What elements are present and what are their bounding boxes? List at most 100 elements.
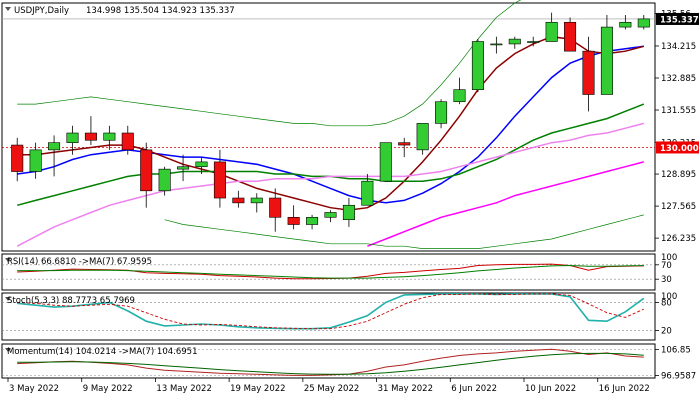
candle [453,77,466,105]
candle [398,137,411,158]
candle-body-up [619,21,632,28]
stoch-panel: Stoch(5,3,3) 88.7773 65.7969 [2,293,655,331]
candle-body-up [435,101,448,124]
indicator-line-1 [17,293,644,330]
y-top-label: 100 [661,253,677,263]
y-tick-label: 106.85 [661,346,691,356]
candle [361,173,374,206]
candle-body-up [527,41,540,43]
candle-body-up [379,142,392,182]
momentum-panel: Momentum(14) 104.0214 ->MA(7) 104.6951 [2,347,655,376]
candle-body-up [361,180,374,206]
panel-frame-stoch [1,292,656,341]
overlay-line-5 [17,0,522,127]
candle [11,137,24,182]
indicator-line-1 [17,264,644,279]
candle-body-up [103,132,116,141]
panel-frame-main [1,2,656,252]
x-tick-label: 13 May 2022 [156,384,211,394]
candle [324,210,337,223]
candle [158,166,171,196]
candle-body-up [508,38,521,45]
panel-marker-icon [5,7,11,11]
axes-layer: 135.56134.215132.885131.555130.215128.89… [7,10,699,394]
panel-marker-icon [5,258,11,262]
candle-body-up [177,166,190,170]
candle-body-up [250,197,263,204]
candle-body-down [11,144,24,172]
candle [582,36,595,112]
y-tick-label: 20 [661,327,672,337]
overlay-line-0 [17,45,644,204]
candle [637,15,650,30]
candle [435,99,448,129]
candle-body-up [48,142,61,151]
x-tick-label: 31 May 2022 [378,384,433,394]
candle-body-down [121,132,134,151]
y-tick-label: 131.555 [661,106,696,116]
candle [269,188,282,232]
candle [600,15,613,95]
candle-body-down [269,197,282,218]
symbol-label: USDJPY,Daily [14,6,69,16]
candle-body-down [213,161,226,199]
y-tick-label: 30 [661,275,672,285]
grid-layer [1,2,656,379]
x-tick-label: 3 May 2022 [9,384,59,394]
candle-body-down [84,132,97,141]
y-tick-label: 127.565 [661,202,696,212]
panel-marker-icon [5,348,11,352]
candle [508,36,521,49]
price-panel: USDJPY,Daily 134.998 135.504 134.923 135.… [2,0,655,249]
candle [527,36,540,47]
y-tick-label: 128.895 [661,170,696,180]
indicator-label: Stoch(5,3,3) 88.7773 65.7969 [7,296,135,306]
y-tick-label: 80 [661,298,672,308]
candle [232,190,245,208]
y-top-label: 100 [661,292,677,302]
candle [564,17,577,52]
candle-body-down [232,197,245,204]
candle [121,125,134,155]
candle [48,135,61,177]
rsi-panel: RSI(14) 66.6810 ->MA(7) 67.9595 [2,257,655,280]
level-tag [656,141,699,154]
candle [140,142,153,208]
candle [66,125,79,155]
overlay-line-1 [17,35,644,211]
candle [84,116,97,146]
indicator-label: Momentum(14) 104.0214 ->MA(7) 104.6951 [7,347,197,357]
candle-body-up [545,21,558,42]
candle [306,214,319,230]
current-price-label: 135.337 [660,15,699,25]
indicator-line-1 [17,352,644,375]
candle-body-up [342,204,355,220]
candle [29,142,42,179]
overlay-line-2 [17,103,645,207]
candle-body-down [287,216,300,225]
candle-body-up [490,43,503,46]
candle [619,15,632,30]
candle [213,149,226,208]
panel-marker-icon [5,297,11,301]
x-tick-label: 25 May 2022 [304,384,359,394]
x-tick-label: 10 Jun 2022 [525,384,576,394]
candle [471,39,484,93]
candle [250,193,263,213]
candle-body-down [564,21,577,52]
level-label: 130.000 [660,144,699,154]
candle-body-up [453,89,466,103]
candle-body-up [29,149,42,172]
y-tick-label: 134.215 [661,42,696,52]
candle [342,198,355,227]
panel-frame-rsi [1,253,656,291]
candle-body-up [600,26,613,95]
candle-body-up [306,216,319,225]
candle-body-down [582,50,595,95]
x-tick-label: 9 May 2022 [83,384,133,394]
candle [103,125,116,150]
ohlc-label: 134.998 135.504 134.923 135.337 [86,6,235,16]
y-tick-label: 70 [661,261,672,271]
y-tick-label: 96.9587 [661,371,696,381]
